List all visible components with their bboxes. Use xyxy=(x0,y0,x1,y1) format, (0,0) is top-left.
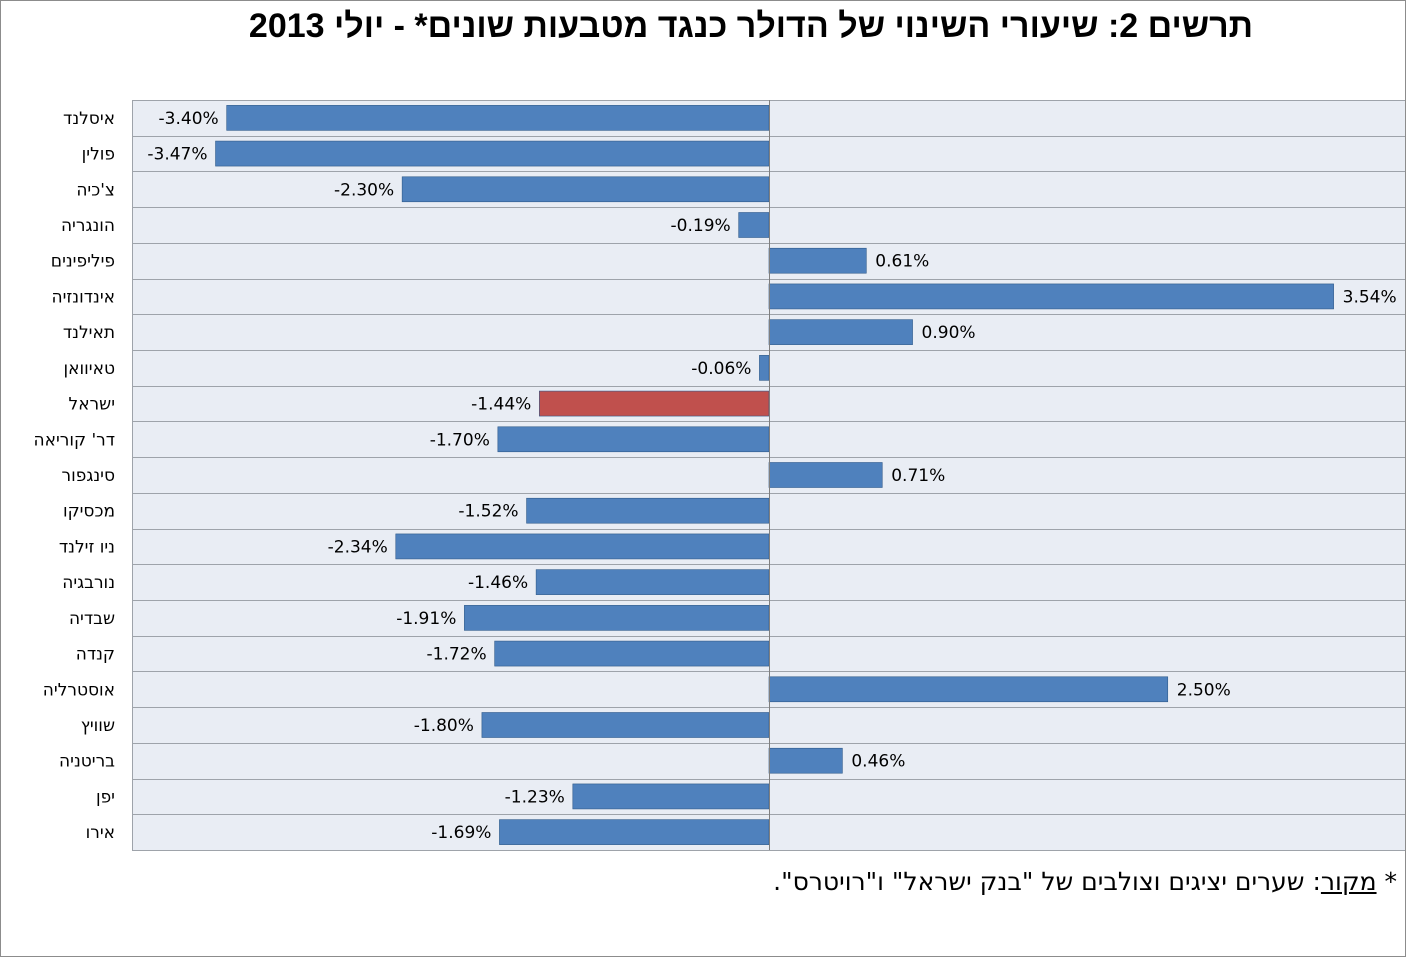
bar xyxy=(768,247,867,274)
bar xyxy=(464,605,770,631)
category-labels: איסלנד פולין צ'כיה הונגריה פיליפינים אינדונזי… xyxy=(33,109,115,843)
category-label: דר' קוריאה xyxy=(33,430,115,450)
data-label: -1.91% xyxy=(396,609,456,629)
data-label: -2.34% xyxy=(328,537,388,557)
data-label: 0.46% xyxy=(851,752,905,772)
data-label: 0.71% xyxy=(891,466,945,486)
chart-title: תרשים 2: שיעורי השינוי של הדולר כנגד מטב… xyxy=(248,7,1254,45)
category-label: טאיוואן xyxy=(64,359,115,379)
bar xyxy=(481,712,770,738)
category-label: נורבגיה xyxy=(62,573,115,593)
data-label: -1.69% xyxy=(431,823,491,843)
category-label: בריטניה xyxy=(59,752,115,772)
data-label: -3.47% xyxy=(147,145,207,165)
data-label: -0.19% xyxy=(671,216,731,236)
bar xyxy=(497,426,770,453)
category-label: מכסיקו xyxy=(63,502,115,522)
bar xyxy=(768,283,1334,310)
data-label: -1.72% xyxy=(427,645,487,665)
category-label: יפן xyxy=(96,787,115,807)
bar xyxy=(226,105,770,131)
data-label: 0.61% xyxy=(875,252,929,272)
data-label: -1.52% xyxy=(458,502,518,522)
data-label: 0.90% xyxy=(922,323,976,343)
bar xyxy=(572,783,770,810)
bars xyxy=(215,105,1334,845)
category-label: סינגפור xyxy=(62,466,116,486)
source-text: : שערים יציגים וצולבים של "בנק ישראל" ו"… xyxy=(773,867,1321,896)
category-label: אירו xyxy=(86,823,115,843)
category-label: הונגריה xyxy=(61,216,115,236)
category-label: תאילנד xyxy=(63,323,115,343)
source-star: * xyxy=(1384,867,1398,896)
source-label: מקור xyxy=(1320,867,1377,896)
bar xyxy=(215,140,770,167)
source-note: * מקור: שערים יציגים וצולבים של "בנק ישר… xyxy=(773,867,1397,896)
bar-highlight xyxy=(539,390,770,417)
data-label: -1.80% xyxy=(414,716,474,736)
category-label: שבדיה xyxy=(69,609,115,629)
data-label: -1.44% xyxy=(471,395,531,415)
bar xyxy=(738,212,770,238)
bar xyxy=(768,676,1169,703)
data-label: 3.54% xyxy=(1343,287,1397,307)
data-label: -0.06% xyxy=(691,359,751,379)
data-label: -1.46% xyxy=(468,573,528,593)
bar xyxy=(768,747,843,774)
bar xyxy=(401,176,770,203)
bar xyxy=(499,819,770,845)
category-label: קנדה xyxy=(76,645,115,665)
bar xyxy=(395,533,770,560)
bar xyxy=(768,462,883,488)
category-label: שוויץ xyxy=(81,716,115,736)
data-labels: -3.40% -3.47% -2.30% -0.19% 0.61% 3.54% 0.90% -… xyxy=(147,109,1396,843)
category-label: פולין xyxy=(82,145,115,165)
category-label: צ'כיה xyxy=(76,180,115,200)
data-label: 2.50% xyxy=(1177,680,1231,700)
gridlines xyxy=(132,100,1405,851)
bar xyxy=(768,319,913,345)
category-label: ישראל xyxy=(69,395,115,415)
category-label: איסלנד xyxy=(63,109,115,129)
category-label: ניו זילנד xyxy=(59,537,115,557)
category-label: אינדונזיה xyxy=(52,287,115,307)
category-label: אוסטרליה xyxy=(43,680,115,700)
category-label: פיליפינים xyxy=(51,252,115,272)
data-label: -1.70% xyxy=(430,430,490,450)
data-label: -1.23% xyxy=(505,787,565,807)
bar xyxy=(494,640,770,667)
bar xyxy=(759,355,770,381)
bar xyxy=(535,569,770,595)
bar xyxy=(526,497,770,524)
data-label: -2.30% xyxy=(334,180,394,200)
data-label: -3.40% xyxy=(159,109,219,129)
